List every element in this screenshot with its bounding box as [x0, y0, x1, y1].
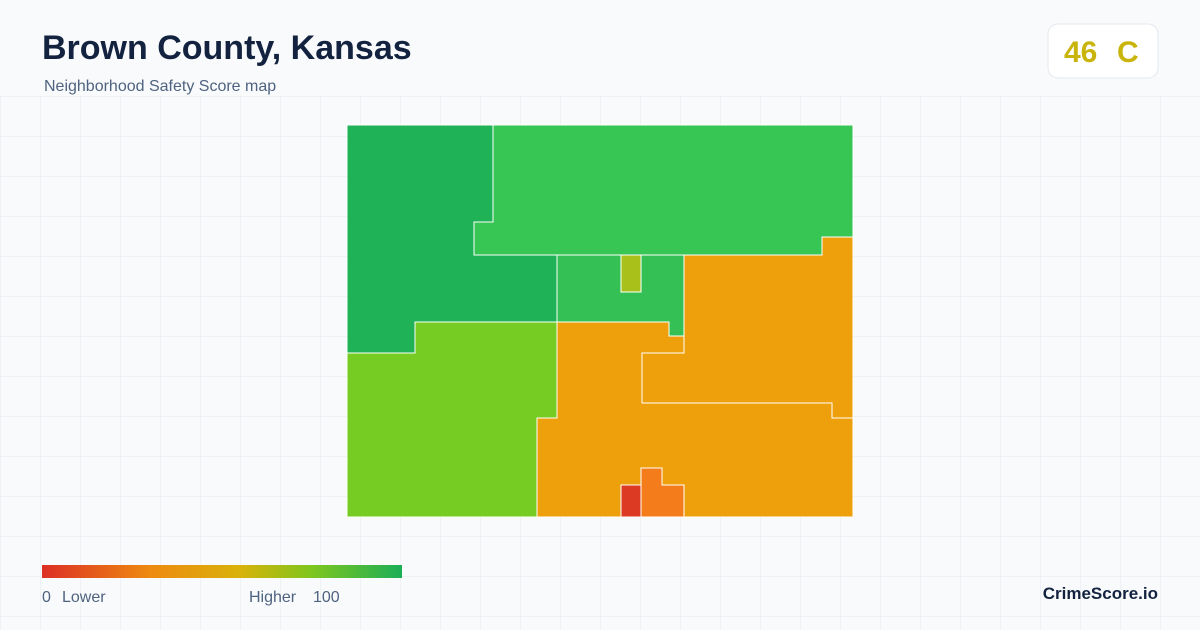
- region: [640, 467, 685, 518]
- legend-max: 100: [313, 589, 340, 606]
- score-box: [1047, 23, 1159, 79]
- legend-bar: [42, 565, 402, 578]
- region: [620, 254, 642, 293]
- map: [346, 124, 854, 518]
- brand: CrimeScore.io: [1043, 584, 1158, 603]
- legend-max-label: Higher: [249, 589, 297, 606]
- score-value: 46: [1064, 36, 1097, 69]
- region: [346, 321, 558, 518]
- legend-min-label: Lower: [62, 589, 106, 606]
- region: [620, 484, 642, 518]
- score-grade: C: [1117, 36, 1139, 69]
- legend-min: 0: [42, 589, 51, 606]
- subtitle: Neighborhood Safety Score map: [44, 78, 276, 95]
- region: [473, 124, 854, 256]
- title: Brown County, Kansas: [42, 29, 412, 67]
